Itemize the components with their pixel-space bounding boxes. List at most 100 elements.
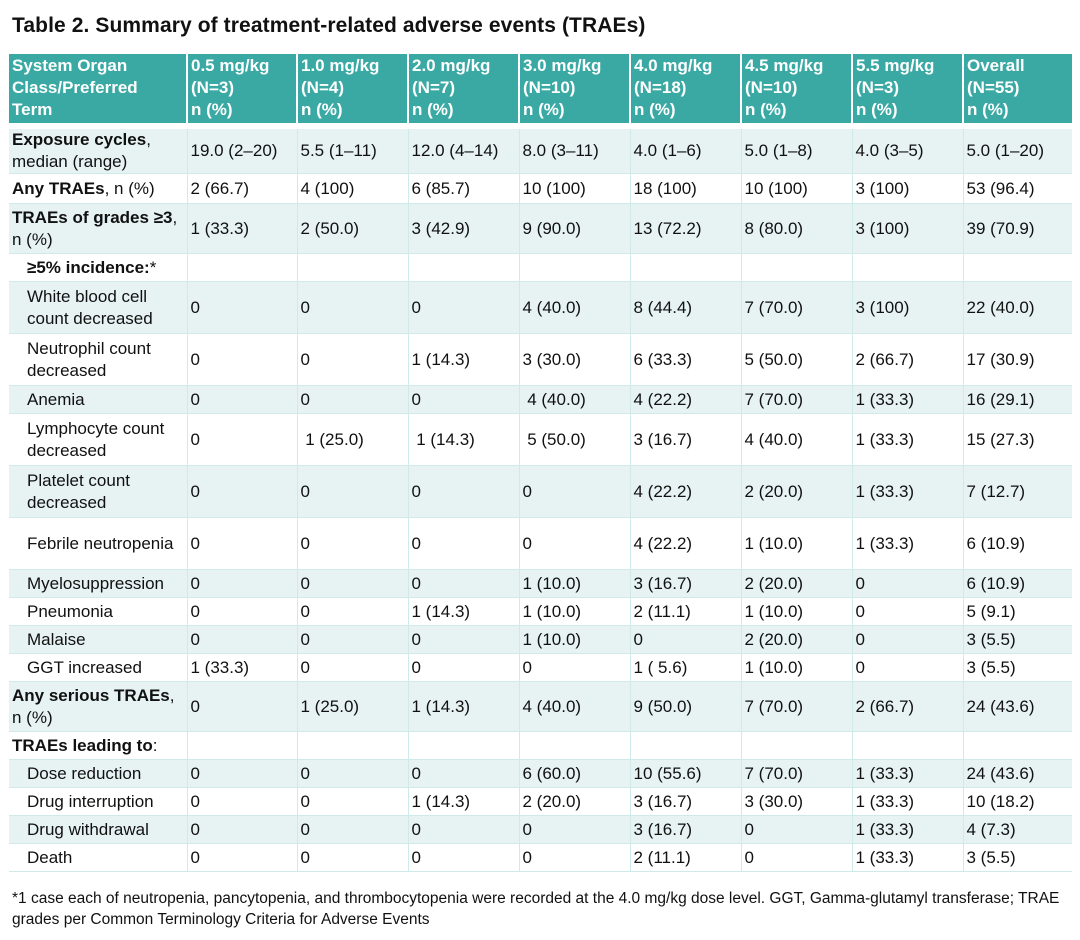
header-cell-dose: 4.5 mg/kg (N=10) n (%) [741,54,853,129]
table-cell: 6 (33.3) [630,333,742,386]
table-cell: 0 [187,333,298,386]
table-cell: 3 (5.5) [963,625,1072,654]
row-label-text: * [149,257,157,277]
table-cell [630,731,742,760]
table-row: Exposure cycles, median (range) 19.0 (2–2… [9,126,1072,174]
table-cell: 10 (55.6) [630,759,742,788]
table-cell: 4 (100) [297,173,409,204]
header-line: (N=7) [412,78,455,97]
table-cell: 0 [297,517,409,570]
table-row: Any serious TRAEs, n (%) 0 1 (25.0) 1 (14.3… [9,681,1072,732]
header-cell-dose: 2.0 mg/kg (N=7) n (%) [408,54,520,129]
table-cell: 5 (50.0) [519,413,631,466]
table-cell: 1 (33.3) [187,653,298,682]
row-label-text: White blood cell count decreased [27,286,153,328]
row-label: Myelosuppression [9,569,188,598]
table-cell: 1 (25.0) [297,413,409,466]
table-cell: 0 [297,281,409,334]
table-cell: 16 (29.1) [963,385,1072,414]
table-cell: 0 [187,787,298,816]
table-cell: 0 [519,843,631,872]
table-cell: 24 (43.6) [963,759,1072,788]
table-cell: 1 (33.3) [852,787,964,816]
table-cell: 2 (66.7) [187,173,298,204]
header-line: 3.0 mg/kg [523,56,602,75]
table-cell: 12.0 (4–14) [408,126,520,174]
row-label: Anemia [9,385,188,414]
table-row: TRAEs leading to: [9,731,1072,760]
table-cell: 0 [187,281,298,334]
table-cell: 2 (66.7) [852,333,964,386]
header-line: 0.5 mg/kg [191,56,270,75]
table-cell: 17 (30.9) [963,333,1072,386]
table-cell [187,731,298,760]
table-cell: 0 [852,597,964,626]
table-cell: 2 (20.0) [741,569,853,598]
table-cell: 3 (30.0) [519,333,631,386]
table-cell: 0 [519,465,631,518]
table-cell [297,253,409,282]
header-cell-dose: 5.5 mg/kg (N=3) n (%) [852,54,964,129]
header-line: Overall [967,56,1025,75]
table-cell: 7 (12.7) [963,465,1072,518]
table-cell: 1 (14.3) [408,787,520,816]
table-cell: 5.0 (1–20) [963,126,1072,174]
header-line: 4.5 mg/kg [745,56,824,75]
row-label: White blood cell count decreased [9,281,188,334]
table-cell [408,253,520,282]
table-cell: 1 (10.0) [519,625,631,654]
table-cell: 0 [408,815,520,844]
header-cell-dose: 1.0 mg/kg (N=4) n (%) [297,54,409,129]
table-cell: 39 (70.9) [963,203,1072,254]
table-cell: 0 [187,465,298,518]
table-cell: 1 (14.3) [408,597,520,626]
table-cell: 22 (40.0) [963,281,1072,334]
header-cell-dose: 3.0 mg/kg (N=10) n (%) [519,54,631,129]
row-label-text: Lymphocyte count decreased [27,418,165,460]
row-label-text: Neutrophil count decreased [27,338,151,380]
table-cell: 0 [297,653,409,682]
row-label-bold: Any TRAEs [12,178,105,198]
row-label: Death [9,843,188,872]
table-cell: 3 (16.7) [630,413,742,466]
table-cell: 7 (70.0) [741,385,853,414]
row-label: GGT increased [9,653,188,682]
table-cell [519,253,631,282]
table-cell: 0 [408,843,520,872]
table-cell: 2 (11.1) [630,843,742,872]
header-line: n (%) [745,100,787,119]
header-line: Term [12,100,53,119]
table-cell: 19.0 (2–20) [187,126,298,174]
table-cell: 0 [187,759,298,788]
row-label-text: Death [27,847,73,867]
table-cell: 4 (40.0) [519,385,631,414]
table-cell: 0 [187,517,298,570]
table-cell: 4 (40.0) [519,681,631,732]
table-cell: 8 (44.4) [630,281,742,334]
header-line: n (%) [301,100,343,119]
table-cell: 53 (96.4) [963,173,1072,204]
table-row: Febrile neutropenia 0 0 0 0 4 (22.2) 1 (10.0) 1… [9,517,1072,570]
row-label-text: : [152,735,158,755]
row-label: Any serious TRAEs, n (%) [9,681,188,732]
table-row: Anemia 0 0 0 4 (40.0) 4 (22.2) 7 (70.0) 1 (33.… [9,385,1072,414]
table-cell: 2 (50.0) [297,203,409,254]
table-cell: 0 [297,759,409,788]
table-cell: 18 (100) [630,173,742,204]
header-line: (N=3) [856,78,899,97]
table-cell: 3 (42.9) [408,203,520,254]
table-cell [297,731,409,760]
table-cell: 4 (22.2) [630,385,742,414]
table-cell: 0 [630,625,742,654]
header-line: (N=4) [301,78,344,97]
table-cell: 4 (22.2) [630,465,742,518]
row-label-text: GGT increased [27,657,142,677]
row-label-text: , n (%) [12,685,175,727]
header-line: (N=55) [967,78,1020,97]
header-cell-dose: 4.0 mg/kg (N=18) n (%) [630,54,742,129]
table-cell: 0 [187,815,298,844]
table-cell: 0 [297,815,409,844]
header-line: (N=10) [745,78,798,97]
table-cell: 1 (14.3) [408,681,520,732]
table-cell [741,253,853,282]
